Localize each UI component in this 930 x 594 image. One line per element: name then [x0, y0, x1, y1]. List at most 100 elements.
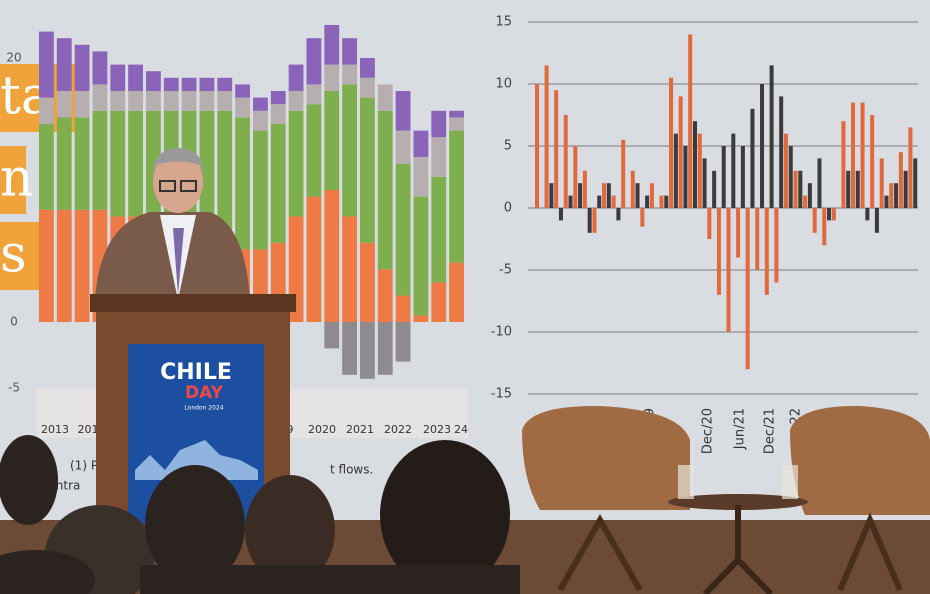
- bar: [894, 183, 898, 208]
- bar-segment: [271, 91, 286, 104]
- bar: [817, 158, 821, 208]
- bar: [712, 171, 716, 208]
- bar: [703, 158, 707, 208]
- bar-segment: [57, 117, 72, 209]
- y-tick-label: -5: [499, 263, 512, 278]
- bar-segment: [235, 84, 250, 97]
- bar-segment: [431, 137, 446, 177]
- bar-segment: [396, 164, 411, 296]
- bar: [870, 115, 874, 208]
- bar-segment: [342, 38, 357, 64]
- bar: [545, 65, 549, 208]
- bar: [597, 196, 601, 208]
- side-word: n: [0, 149, 34, 209]
- bar-segment: [253, 131, 268, 250]
- bar-segment: [324, 65, 339, 91]
- bar: [679, 96, 683, 208]
- bar-segment: [431, 177, 446, 283]
- bar: [875, 208, 879, 233]
- bar-segment: [253, 98, 268, 111]
- bar: [650, 183, 654, 208]
- bar: [717, 208, 721, 295]
- bar-segment: [324, 25, 339, 65]
- bar: [693, 121, 697, 208]
- bar: [602, 183, 606, 208]
- x-tick-label: Jun/21: [733, 408, 748, 450]
- bar: [741, 146, 745, 208]
- bar: [856, 171, 860, 208]
- bar-segment: [164, 91, 179, 111]
- bar: [698, 134, 702, 208]
- x-tick-label: 2020: [308, 423, 336, 436]
- bar: [899, 152, 903, 208]
- x-tick-label: Dec/20: [701, 408, 716, 454]
- bar-segment: [414, 315, 429, 322]
- x-tick-label: 2022: [384, 423, 412, 436]
- bar-segment: [342, 65, 357, 85]
- bar: [722, 146, 726, 208]
- bar-segment: [307, 104, 322, 196]
- bar-segment: [289, 65, 304, 91]
- bar-segment: [182, 91, 197, 111]
- bar-segment: [39, 32, 54, 98]
- bar-segment: [378, 84, 393, 110]
- bar-segment: [200, 91, 215, 111]
- bar-segment: [378, 322, 393, 375]
- bar: [549, 183, 553, 208]
- bar-segment: [39, 98, 54, 124]
- bar: [659, 196, 663, 208]
- y-tick-label: 15: [495, 15, 512, 30]
- bar-segment: [235, 117, 250, 249]
- bar: [784, 134, 788, 208]
- photo: tans200-520132019202020212022202324(1) P…: [0, 0, 930, 594]
- bar: [803, 196, 807, 208]
- bar-segment: [253, 111, 268, 131]
- bar-segment: [128, 111, 143, 217]
- caption-fragment: t flows.: [330, 463, 373, 477]
- bar: [645, 196, 649, 208]
- bar: [913, 158, 917, 208]
- bar-segment: [449, 117, 464, 130]
- bar: [669, 78, 673, 208]
- bar: [736, 208, 740, 258]
- bar-segment: [39, 124, 54, 210]
- y-tick-label: 0: [10, 315, 18, 329]
- bar: [631, 171, 635, 208]
- bar-segment: [396, 296, 411, 322]
- bar: [808, 183, 812, 208]
- bar-segment: [164, 78, 179, 91]
- bar: [578, 183, 582, 208]
- bar-segment: [271, 104, 286, 124]
- bar-segment: [360, 98, 375, 243]
- bar-segment: [93, 84, 108, 110]
- bar: [846, 171, 850, 208]
- bar-segment: [449, 131, 464, 263]
- bar: [616, 208, 620, 220]
- bar: [861, 103, 865, 208]
- bar-segment: [75, 210, 90, 322]
- bar: [559, 208, 563, 220]
- bar-segment: [217, 78, 232, 91]
- y-tick-label: 5: [504, 139, 512, 154]
- bar-segment: [146, 71, 161, 91]
- bar: [535, 84, 539, 208]
- bar: [607, 183, 611, 208]
- bar: [588, 208, 592, 233]
- bar-segment: [57, 91, 72, 117]
- bar-segment: [324, 322, 339, 348]
- bar-segment: [235, 98, 250, 118]
- bar: [746, 208, 750, 369]
- bar-segment: [271, 124, 286, 243]
- bar: [865, 208, 869, 220]
- brand-sub: London 2024: [184, 405, 223, 412]
- side-word: s: [0, 225, 27, 285]
- bar: [612, 196, 616, 208]
- bar: [727, 208, 731, 332]
- bar: [592, 208, 596, 233]
- bar: [640, 208, 644, 227]
- y-tick-label: -5: [8, 381, 20, 395]
- bar: [798, 171, 802, 208]
- bar: [664, 196, 668, 208]
- bar-segment: [93, 111, 108, 210]
- bar: [779, 96, 783, 208]
